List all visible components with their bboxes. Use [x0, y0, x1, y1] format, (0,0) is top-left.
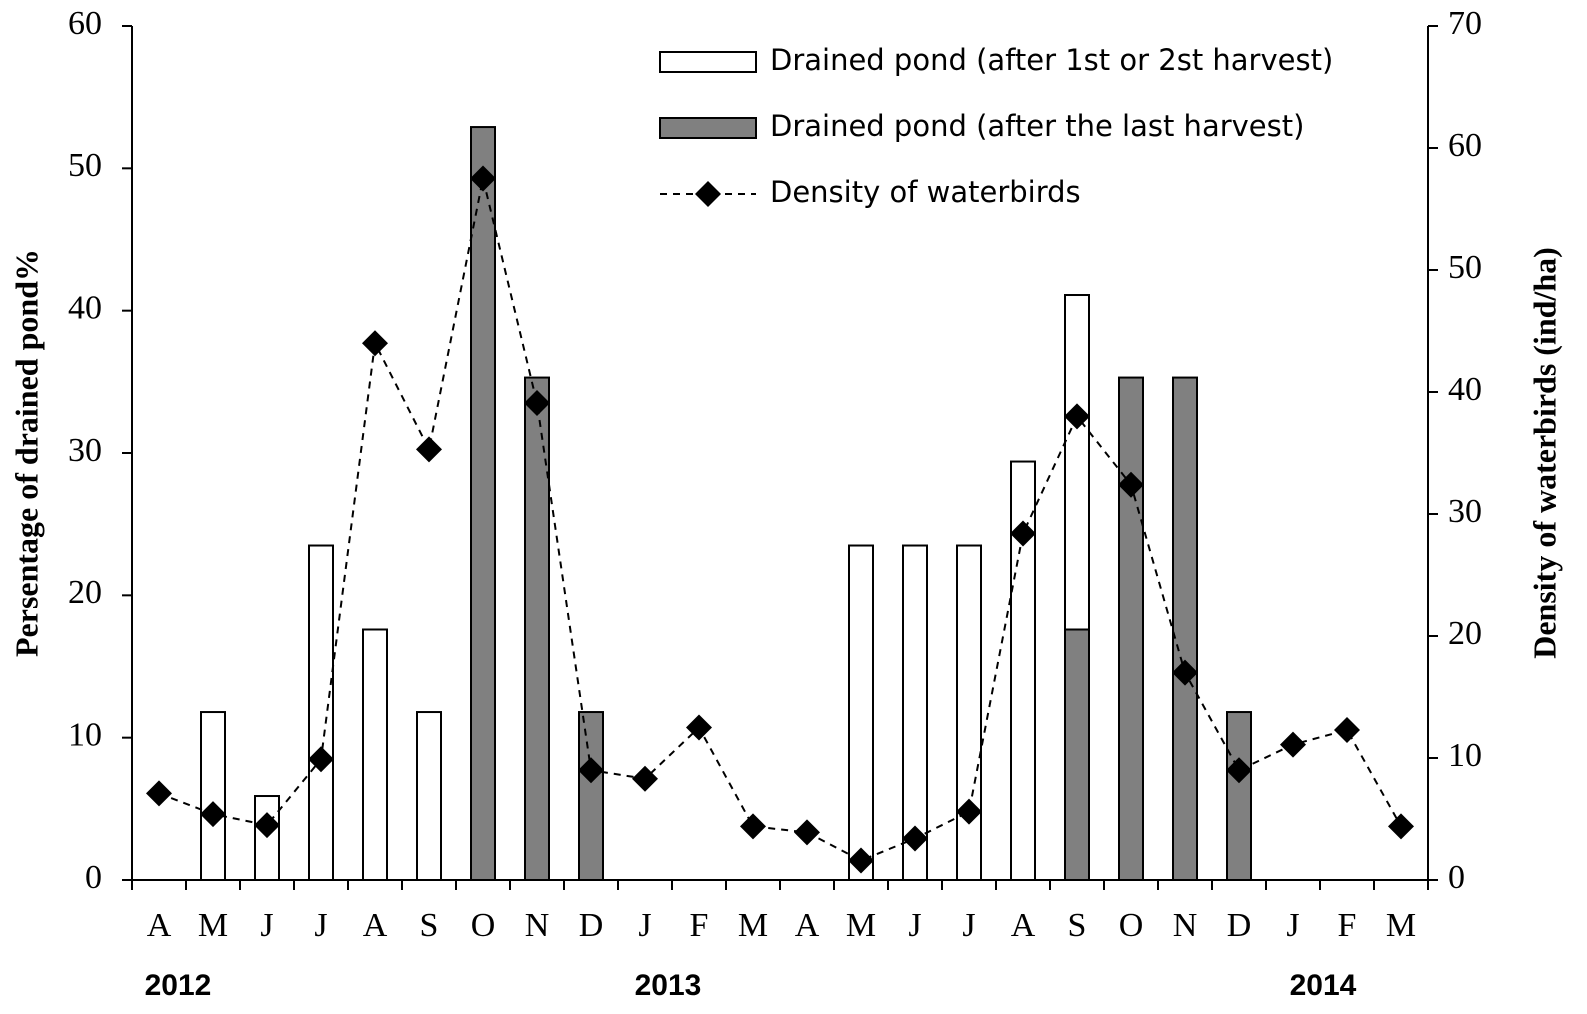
marker — [1010, 520, 1036, 547]
marker — [578, 757, 604, 784]
marker — [848, 847, 874, 874]
marker — [686, 714, 712, 741]
x-tick-label: A — [147, 907, 172, 944]
x-tick-label: F — [690, 907, 709, 944]
bar — [578, 711, 604, 882]
bar — [1172, 376, 1198, 881]
marker — [200, 801, 226, 828]
marker — [956, 798, 982, 825]
year-label: 2012 — [145, 969, 212, 1002]
x-tick-label: J — [314, 907, 327, 944]
x-tick-label: J — [1286, 907, 1299, 944]
y2-tick-label: 40 — [1448, 371, 1482, 408]
x-tick-label: M — [738, 907, 768, 944]
bar — [470, 126, 496, 882]
x-tick-label: A — [1011, 907, 1036, 944]
marker — [254, 812, 280, 839]
x-tick-label: J — [962, 907, 975, 944]
x-tick-label: F — [1338, 907, 1357, 944]
y2-tick-label: 70 — [1448, 5, 1482, 42]
y2-axis-label: Density of waterbirds (ind/ha) — [1526, 247, 1562, 659]
year-label: 2013 — [635, 969, 702, 1002]
legend-swatch — [659, 51, 757, 73]
x-tick-label: S — [420, 907, 439, 944]
marker — [1118, 471, 1144, 498]
y-tick-label: 60 — [68, 5, 102, 42]
x-tick-label: M — [1386, 907, 1416, 944]
marker — [146, 780, 172, 807]
marker — [1388, 813, 1414, 840]
line — [158, 178, 1402, 862]
y2-tick-label: 60 — [1448, 127, 1482, 164]
y2-tick-label: 30 — [1448, 493, 1482, 530]
y2-tick-label: 10 — [1448, 737, 1482, 774]
marker — [1226, 757, 1252, 784]
x-tick-label: N — [1173, 907, 1198, 944]
marker — [416, 436, 442, 463]
y-tick-label: 40 — [68, 289, 102, 326]
y-tick-label: 50 — [68, 147, 102, 184]
x-tick-label: S — [1068, 907, 1087, 944]
legend-label: Drained pond (after the last harvest) — [770, 109, 1304, 143]
marker — [902, 825, 928, 852]
marker — [1064, 403, 1090, 430]
bar — [1226, 711, 1252, 882]
marker — [1280, 731, 1306, 758]
marker — [632, 765, 658, 792]
marker — [362, 330, 388, 357]
y-tick-label: 0 — [85, 859, 102, 896]
legend-label: Density of waterbirds — [770, 175, 1081, 209]
x-tick-label: M — [198, 907, 228, 944]
x-tick-label: O — [1119, 907, 1144, 944]
year-label: 2014 — [1290, 969, 1357, 1002]
bar — [200, 711, 226, 882]
x-tick-label: D — [1227, 907, 1252, 944]
bar — [1064, 628, 1090, 882]
y2-tick-label: 20 — [1448, 615, 1482, 652]
marker — [1334, 716, 1360, 743]
legend-label: Drained pond (after 1st or 2st harvest) — [770, 43, 1333, 77]
x-tick-label: D — [579, 907, 604, 944]
marker — [740, 813, 766, 840]
y-tick-label: 30 — [68, 432, 102, 469]
legend-swatch — [659, 117, 757, 139]
y-tick-label: 20 — [68, 574, 102, 611]
x-tick-label: M — [846, 907, 876, 944]
marker — [1172, 659, 1198, 686]
bar — [308, 544, 334, 881]
marker — [794, 819, 820, 846]
y-axis-label: Persentage of drained pond% — [8, 249, 44, 657]
y-tick-label: 10 — [68, 716, 102, 753]
bar — [416, 711, 442, 882]
x-tick-label: A — [795, 907, 820, 944]
x-tick-label: J — [638, 907, 651, 944]
x-tick-label: J — [260, 907, 273, 944]
marker — [308, 746, 334, 773]
marker — [470, 165, 496, 192]
x-tick-label: A — [363, 907, 388, 944]
bar — [1118, 376, 1144, 881]
bar — [1064, 294, 1090, 631]
bar — [362, 628, 388, 882]
bar — [902, 544, 928, 881]
bar — [848, 544, 874, 881]
bar — [524, 376, 550, 881]
y2-tick-label: 50 — [1448, 249, 1482, 286]
legend-marker — [695, 181, 721, 207]
x-tick-label: O — [471, 907, 496, 944]
y2-tick-label: 0 — [1448, 859, 1465, 896]
x-tick-label: N — [525, 907, 550, 944]
marker — [524, 389, 550, 416]
bar — [956, 544, 982, 881]
x-tick-label: J — [908, 907, 921, 944]
